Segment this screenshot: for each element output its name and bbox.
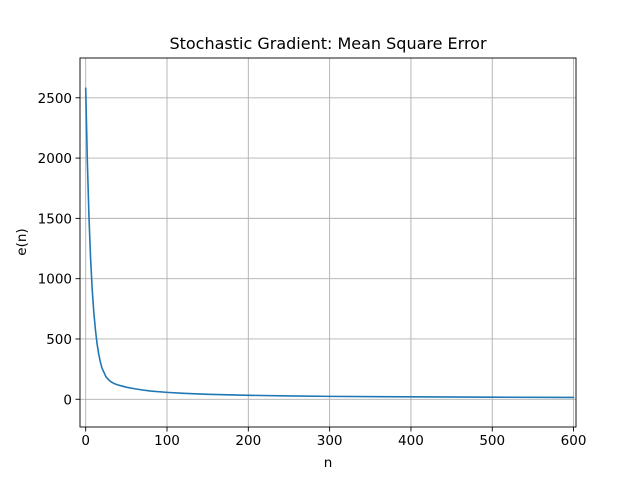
x-tick-label: 0 [81,433,90,449]
x-axis-label: n [324,455,333,471]
x-tick-label: 400 [398,433,424,449]
chart-title: Stochastic Gradient: Mean Square Error [169,34,487,53]
y-tick-label: 1500 [38,211,72,227]
grid-layer [80,58,576,427]
x-tick-label: 300 [317,433,343,449]
y-tick-label: 2500 [38,91,72,107]
y-axis-label: e(n) [14,228,30,255]
series-line [84,87,575,399]
y-tick-label: 0 [63,392,72,408]
tick-layer: 0 100 200 300 400 500 600 0 500 1000 1500 2000 2500 [38,91,587,449]
plot-frame [79,57,577,428]
y-tick-label: 1000 [38,272,72,288]
x-tick-label: 200 [235,433,261,449]
x-tick-label: 500 [479,433,505,449]
y-tick-label: 2000 [38,151,72,167]
series-layer [84,87,575,399]
y-tick-label: 500 [46,332,72,348]
x-tick-label: 600 [561,433,587,449]
x-tick-label: 100 [154,433,180,449]
